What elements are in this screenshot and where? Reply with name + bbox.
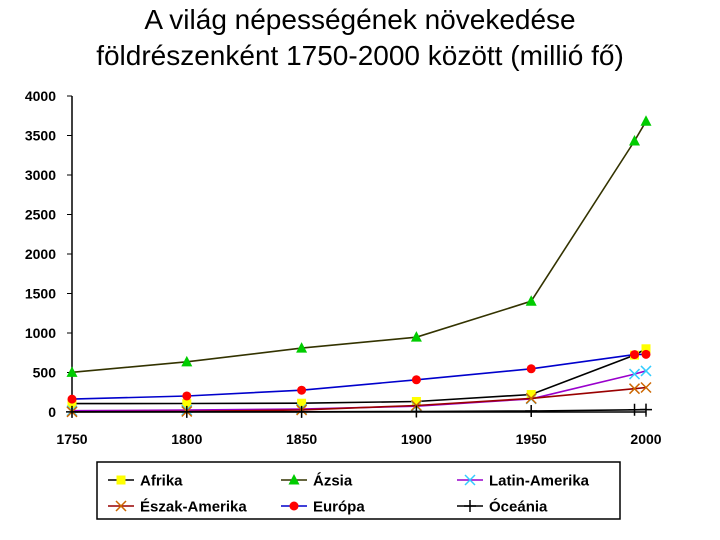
legend-item: Afrika: [108, 473, 183, 490]
data-point: [525, 404, 538, 417]
x-tick-label: 2000: [630, 431, 661, 447]
legend-label: Észak-Amerika: [140, 499, 247, 516]
y-tick-label: 4000: [25, 88, 56, 104]
legend-label: Latin-Amerika: [489, 473, 590, 490]
y-tick-label: 1000: [25, 325, 56, 341]
data-point: [410, 405, 423, 418]
data-point: [181, 355, 193, 367]
y-tick-label: 0: [48, 404, 56, 420]
chart-axes: 0 500 1000 1500 2000 2500 3000 3500 4000 1750 1800…: [25, 88, 662, 447]
data-point: [295, 405, 308, 418]
x-tick-label: 1750: [56, 431, 87, 447]
series-0: [67, 344, 651, 409]
data-point: [411, 396, 421, 406]
y-tick-label: 2000: [25, 246, 56, 262]
y-tick-label: 1500: [25, 286, 56, 302]
chart-title-line-2: földrészenként 1750-2000 között (millió …: [96, 40, 624, 71]
legend-marker: [288, 474, 300, 485]
chart-title-line-1: A világ népességének növekedése: [144, 4, 576, 35]
data-point: [640, 403, 652, 416]
series-4: [67, 349, 651, 404]
legend-label: Óceánia: [489, 498, 548, 516]
data-point: [526, 364, 536, 374]
legend-marker: [116, 475, 126, 485]
y-tick-label: 500: [33, 365, 57, 381]
data-point: [641, 344, 651, 354]
data-point: [67, 394, 77, 404]
legend-label: Ázsia: [313, 473, 353, 490]
x-tick-label: 1850: [286, 431, 317, 447]
chart-legend: Afrika Ázsia Latin-Amerika Észak-Amerika Eur…: [96, 461, 621, 520]
data-point: [640, 115, 652, 126]
data-point: [411, 375, 421, 385]
data-point: [66, 405, 78, 418]
data-point: [628, 383, 641, 395]
data-point: [640, 365, 652, 377]
series-line: [71, 370, 647, 412]
data-point: [525, 392, 537, 404]
data-point: [66, 366, 78, 377]
x-tick-label: 1900: [401, 431, 432, 447]
legend-marker: [464, 500, 476, 512]
legend-marker: [464, 474, 476, 486]
data-point: [296, 342, 308, 353]
data-point: [641, 349, 651, 359]
data-point: [628, 368, 641, 380]
data-point: [182, 399, 192, 409]
x-tick-label: 1950: [516, 431, 547, 447]
legend-item: Európa: [281, 499, 365, 516]
legend-marker: [115, 500, 127, 512]
data-point: [410, 331, 422, 342]
legend-label: Európa: [313, 499, 365, 516]
data-point: [629, 135, 641, 146]
series-5: [66, 403, 652, 418]
legend-item: Latin-Amerika: [457, 473, 590, 490]
legend-item: Ázsia: [281, 473, 353, 490]
data-point: [410, 399, 422, 412]
chart-title: A világ népességének növekedése földrész…: [0, 2, 720, 74]
data-point: [525, 295, 537, 306]
y-tick-label: 2500: [25, 207, 56, 223]
legend-item: Észak-Amerika: [108, 499, 247, 516]
series-line: [71, 386, 647, 413]
legend-item: Óceánia: [457, 498, 548, 516]
data-point: [630, 350, 640, 360]
data-point: [640, 381, 652, 394]
data-point: [297, 398, 307, 408]
data-point: [180, 405, 193, 418]
y-tick-label: 3000: [25, 167, 56, 183]
y-tick-label: 3500: [25, 128, 56, 144]
data-point: [67, 399, 77, 409]
data-point: [297, 385, 307, 395]
chart-series: [66, 115, 652, 418]
series-line: [71, 120, 647, 374]
data-point: [182, 391, 192, 401]
x-tick-label: 1800: [171, 431, 202, 447]
data-point: [628, 403, 641, 416]
legend-label: Afrika: [140, 473, 183, 490]
data-point: [526, 390, 536, 400]
series-1: [66, 115, 652, 377]
legend-box: [96, 461, 621, 520]
legend-marker: [289, 501, 299, 511]
